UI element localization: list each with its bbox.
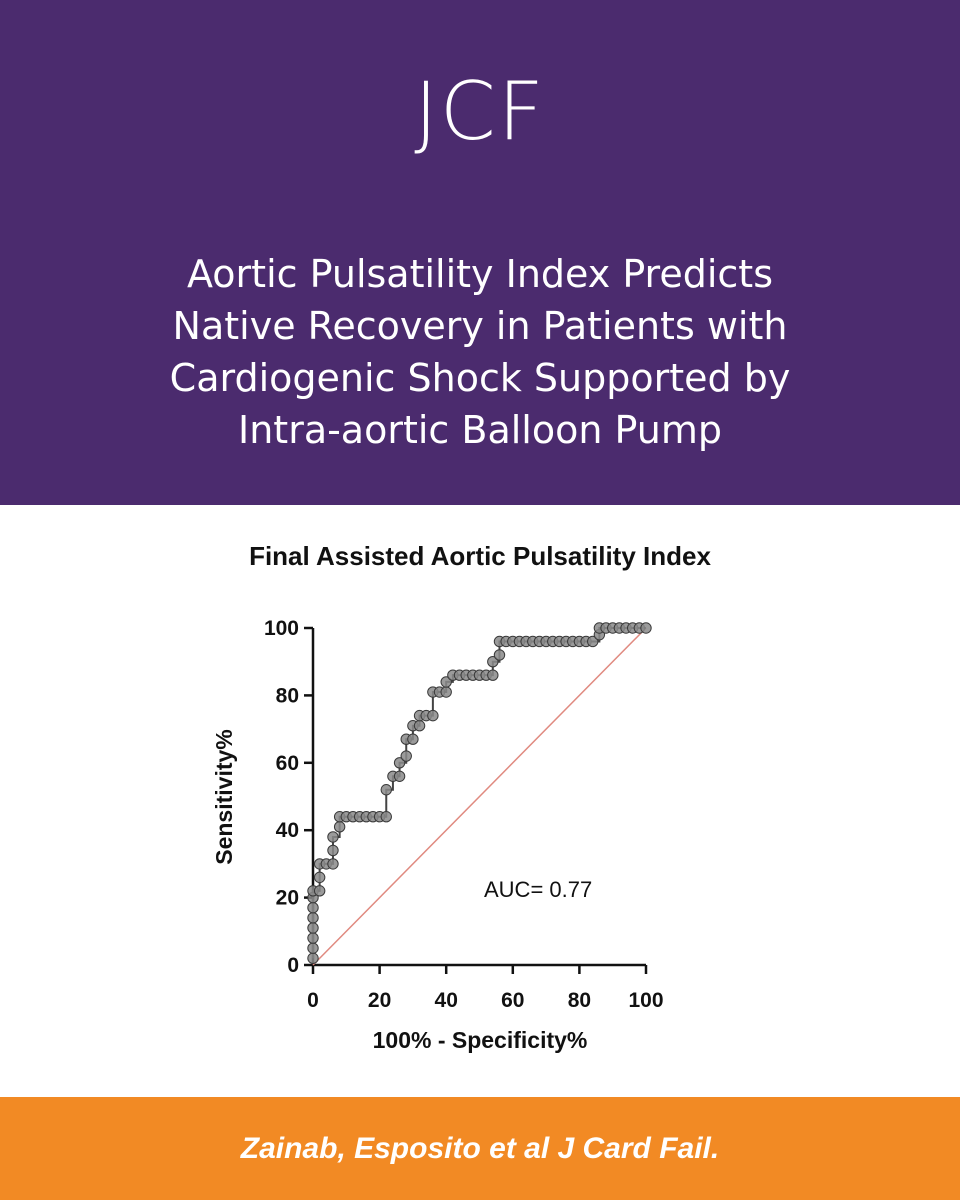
y-tick-label: 0 [287,954,299,977]
x-tick-label: 40 [435,989,458,1012]
roc-point [307,902,319,914]
citation-text: Zainab, Esposito et al J Card Fail. [240,1132,720,1165]
footer-banner: Zainab, Esposito et al J Card Fail. [0,1097,960,1200]
roc-point [427,709,439,722]
roc-chart-panel: Final Assisted Aortic Pulsatility Index … [0,505,960,1097]
article-title-line: Cardiogenic Shock Supported by [169,356,791,400]
article-title: Aortic Pulsatility Index Predicts Native… [40,248,920,456]
roc-point [327,858,339,870]
y-tick-label: 40 [276,819,299,842]
roc-point [640,622,652,634]
article-title-line: Intra-aortic Balloon Pump [238,408,722,452]
y-axis-label: Sensitivity% [211,729,237,865]
roc-curve-markers [307,622,652,964]
roc-point [487,669,499,681]
journal-logo: JCF [414,65,546,158]
y-tick-label: 60 [276,752,299,775]
x-tick-label: 80 [568,989,591,1012]
article-title-line: Native Recovery in Patients with [172,304,788,348]
y-tick-label: 20 [276,887,299,910]
x-tick-label: 100 [628,989,663,1012]
roc-point [440,686,452,698]
roc-point [327,831,339,843]
roc-point [333,821,346,833]
y-tick-label: 100 [264,617,299,640]
roc-point [393,770,406,782]
roc-point [327,844,339,857]
roc-point [413,720,426,732]
roc-point [313,871,326,884]
roc-point [400,750,412,762]
roc-point [440,676,452,688]
roc-point [487,656,499,668]
roc-point [307,932,319,944]
y-tick-label: 80 [276,684,299,707]
roc-point [307,922,319,934]
x-axis-ticks: 0 20 40 60 80 100 [307,965,664,1012]
roc-point [587,635,599,648]
roc-point [307,912,319,924]
y-axis-ticks: 0 20 40 60 80 100 [264,617,313,977]
x-tick-label: 60 [501,989,524,1012]
roc-point [393,757,406,769]
x-axis-label: 100% - Specificity% [373,1027,588,1053]
auc-annotation: AUC= 0.77 [484,877,592,902]
roc-point [380,811,392,823]
roc-point [313,885,326,897]
roc-point [380,784,392,796]
header-banner: JCF Aortic Pulsatility Index Predicts Na… [0,0,960,505]
x-tick-label: 20 [368,989,391,1012]
roc-point [493,649,506,661]
chart-title: Final Assisted Aortic Pulsatility Index [249,541,711,571]
reference-diagonal-line [312,627,647,966]
x-tick-label: 0 [307,989,319,1012]
article-title-line: Aortic Pulsatility Index Predicts [186,252,773,296]
roc-point [407,733,419,745]
roc-point [307,952,319,964]
roc-chart: Final Assisted Aortic Pulsatility Index … [211,541,711,1053]
roc-point [307,942,319,954]
